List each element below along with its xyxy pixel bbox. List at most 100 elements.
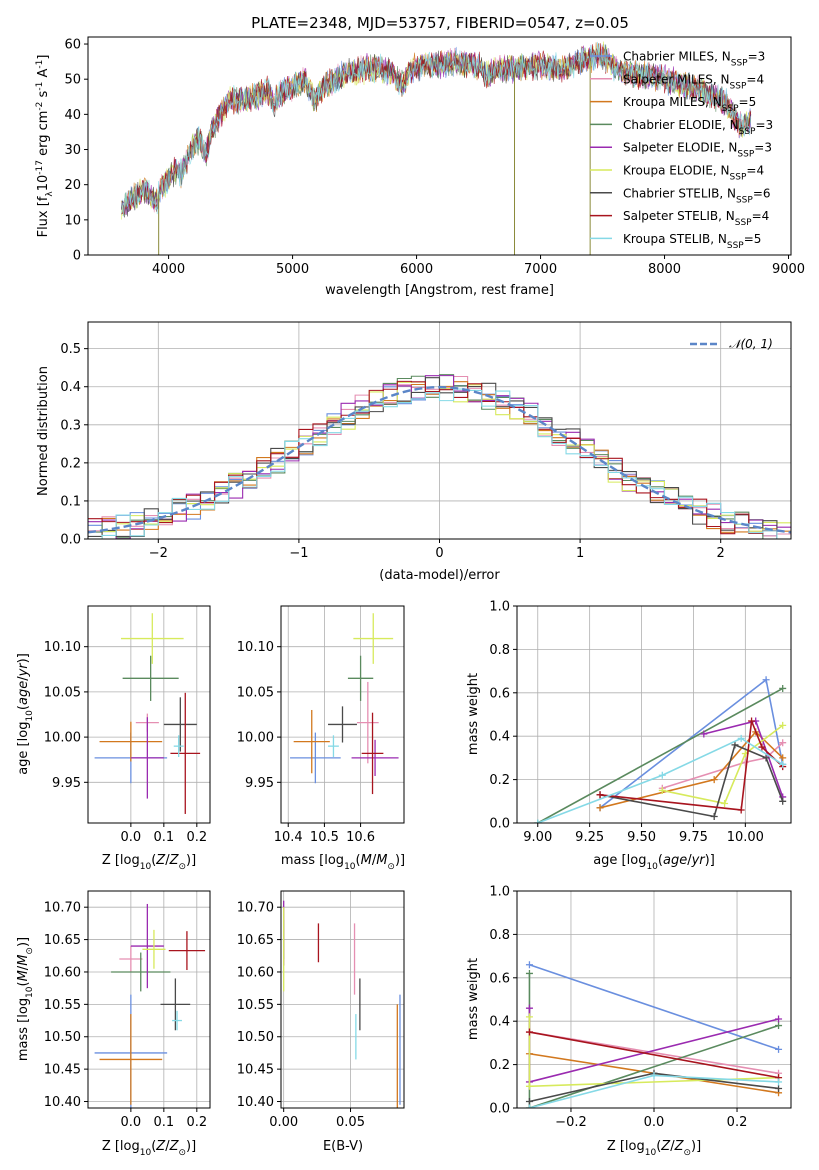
x-tick-label: 10.5 bbox=[310, 830, 339, 845]
errorbar-point bbox=[173, 735, 184, 757]
series-path bbox=[529, 964, 779, 1051]
series-path bbox=[662, 724, 784, 805]
plus-marker bbox=[779, 684, 787, 692]
plus-marker bbox=[762, 754, 770, 762]
errorbar-point bbox=[328, 735, 339, 757]
x-tick-label: 4000 bbox=[152, 262, 185, 277]
series-path bbox=[537, 687, 784, 823]
histogram-steps bbox=[88, 380, 791, 539]
series-line bbox=[525, 961, 783, 1053]
plus-marker bbox=[779, 754, 787, 762]
plot-area bbox=[94, 613, 201, 814]
errorbar-point bbox=[172, 1010, 182, 1031]
plus-marker bbox=[737, 734, 745, 742]
y-tick-label: 9.95 bbox=[52, 776, 81, 791]
axes-frame bbox=[280, 890, 405, 1109]
x-tick-label: 0.1 bbox=[153, 830, 174, 845]
x-tick-label: 10.6 bbox=[346, 830, 375, 845]
legend-entry: Kroupa MILES, NSSP=5 bbox=[623, 95, 756, 114]
series-line bbox=[658, 721, 787, 807]
x-tick-label: 9.75 bbox=[679, 830, 708, 845]
x-tick-label: 9.25 bbox=[575, 830, 604, 845]
y-tick-label: 10.45 bbox=[44, 1063, 81, 1078]
x-tick-label: 0.2 bbox=[727, 1115, 748, 1130]
plot-area bbox=[94, 903, 206, 1108]
x-axis-label: (data-model)/error bbox=[379, 568, 500, 583]
x-tick-label: 0.0 bbox=[644, 1115, 665, 1130]
x-axis-label: wavelength [Angstrom, rest frame] bbox=[325, 283, 554, 298]
x-tick-label: 10.00 bbox=[727, 830, 764, 845]
legend-entry: 𝒩(0, 1) bbox=[729, 337, 773, 351]
histogram-steps bbox=[88, 377, 791, 539]
x-tick-label: 2 bbox=[717, 546, 725, 561]
legend-entry: Kroupa ELODIE, NSSP=4 bbox=[623, 164, 764, 183]
plus-marker bbox=[658, 771, 666, 779]
plus-marker bbox=[779, 739, 787, 747]
axes-age_vs_Z: 0.0 0.1 0.2 9.95 10.00 10.05 10.10 Z [log10(Z/Z… bbox=[16, 605, 211, 872]
plus-marker bbox=[775, 1078, 783, 1086]
y-tick-label: 30 bbox=[64, 143, 81, 158]
x-tick-label: 0.2 bbox=[186, 830, 207, 845]
y-tick-label: 10.60 bbox=[237, 965, 274, 980]
y-tick-label: 0.0 bbox=[489, 1102, 510, 1117]
errorbar-point bbox=[353, 613, 394, 664]
spectrum-line bbox=[121, 41, 752, 217]
y-tick-label: 0.6 bbox=[489, 686, 510, 701]
errorbar-point bbox=[168, 931, 206, 971]
legend: Chabrier MILES, NSSP=3 Salpeter MILES, NS… bbox=[590, 50, 773, 251]
errorbar-point bbox=[163, 697, 197, 752]
plus-marker bbox=[700, 730, 708, 738]
errorbar-point bbox=[351, 739, 399, 776]
axes-spectrum: 4000 5000 6000 7000 8000 9000 0 10 20 30 40 50 60 wav… bbox=[35, 36, 805, 298]
y-tick-label: 1.0 bbox=[489, 600, 510, 615]
x-tick-label: 9000 bbox=[772, 262, 805, 277]
x-tick-label: 5000 bbox=[276, 262, 309, 277]
x-tick-label: 0.05 bbox=[336, 1115, 365, 1130]
x-tick-label: 8000 bbox=[648, 262, 681, 277]
plus-marker bbox=[762, 676, 770, 684]
x-tick-label: −2 bbox=[149, 546, 168, 561]
y-tick-label: 10.65 bbox=[44, 933, 81, 948]
axes-weight_vs_age: 9.00 9.25 9.50 9.75 10.00 0.0 0.2 0.4 0.6 0.8 1.0 a… bbox=[466, 600, 792, 872]
chart-title: PLATE=2348, MJD=53757, FIBERID=0547, z=0… bbox=[251, 14, 629, 32]
plus-marker bbox=[775, 1022, 783, 1030]
y-tick-label: 50 bbox=[64, 73, 81, 88]
y-tick-label: 10.00 bbox=[44, 731, 81, 746]
x-tick-label: 0 bbox=[435, 546, 443, 561]
x-tick-label: 10.4 bbox=[274, 830, 303, 845]
axes-frame bbox=[87, 36, 792, 256]
legend-entry: Salpeter MILES, NSSP=4 bbox=[623, 72, 764, 91]
y-tick-label: 0.4 bbox=[60, 380, 81, 395]
y-tick-label: 0.6 bbox=[489, 971, 510, 986]
y-tick-label: 20 bbox=[64, 178, 81, 193]
x-tick-label: −1 bbox=[289, 546, 308, 561]
y-axis-label: mass weight bbox=[466, 673, 481, 755]
y-tick-label: 10 bbox=[64, 213, 81, 228]
axes-frame bbox=[280, 605, 405, 824]
plot-area bbox=[525, 961, 783, 1108]
axes-frame bbox=[87, 890, 211, 1109]
legend-entry: Chabrier MILES, NSSP=3 bbox=[623, 50, 765, 69]
y-tick-label: 40 bbox=[64, 108, 81, 123]
y-tick-label: 10.05 bbox=[44, 685, 81, 700]
legend-entry: Salpeter ELODIE, NSSP=3 bbox=[623, 141, 772, 160]
y-tick-label: 0.1 bbox=[60, 494, 81, 509]
y-tick-label: 0.8 bbox=[489, 928, 510, 943]
errorbar-point bbox=[122, 655, 179, 701]
axes-frame bbox=[87, 605, 211, 824]
series-line bbox=[534, 734, 787, 823]
axes-frame bbox=[516, 605, 792, 824]
y-tick-label: 10.60 bbox=[44, 965, 81, 980]
x-tick-label: 9.00 bbox=[523, 830, 552, 845]
x-tick-label: 0.0 bbox=[121, 1115, 142, 1130]
plus-marker bbox=[731, 741, 739, 749]
series-line bbox=[534, 684, 787, 823]
series-path bbox=[599, 743, 784, 818]
x-tick-label: 0.0 bbox=[121, 830, 142, 845]
y-tick-label: 10.50 bbox=[237, 1030, 274, 1045]
y-tick-label: 0.2 bbox=[60, 456, 81, 471]
axes-weight_vs_Z: −0.2 0.0 0.2 0.0 0.2 0.4 0.6 0.8 1.0 Z [log10(Z/Z… bbox=[466, 885, 792, 1158]
x-axis-label: mass [log10(M/M⊙)] bbox=[281, 853, 405, 872]
errorbar-point bbox=[361, 712, 384, 795]
